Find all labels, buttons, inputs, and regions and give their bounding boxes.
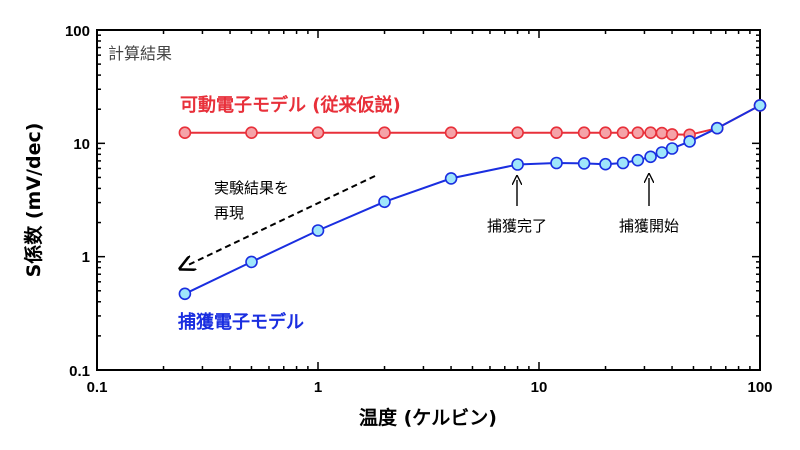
series-1-point	[616, 156, 630, 170]
series-1-point	[311, 224, 325, 237]
series-1-point	[655, 146, 669, 159]
series-1-point	[683, 135, 696, 148]
axis-ticks	[96, 29, 761, 371]
x-tick-label-0.1: 0.1	[87, 379, 108, 396]
trend-note-line1: 実験結果を	[214, 179, 289, 197]
x-tick-label-100: 100	[747, 379, 772, 396]
series-0-point	[311, 126, 325, 139]
series-0-point	[631, 126, 645, 139]
series-0-point	[577, 126, 591, 139]
series-1-point	[631, 153, 645, 167]
y-tick-label-0.1: 0.1	[69, 363, 90, 380]
series-0-point	[655, 126, 669, 140]
series-1-point	[710, 121, 724, 135]
y-tick-label-10: 10	[73, 136, 90, 153]
y-tick-label-1: 1	[82, 249, 90, 266]
y-tick-label-100: 100	[65, 23, 90, 40]
series-0-point	[644, 126, 657, 139]
trend-note-line2: 再現	[214, 204, 244, 222]
plot-frame	[96, 29, 761, 371]
series-0-point	[599, 126, 612, 139]
series-label-mobile-electron: 可動電子モデル (従来仮説)	[180, 94, 401, 116]
series-1-point	[245, 255, 258, 269]
series-0-point	[616, 126, 630, 139]
series-1-point	[577, 157, 591, 170]
series-1-point	[378, 195, 391, 209]
series-1-point	[178, 287, 192, 301]
series-0-point	[178, 126, 192, 139]
series-1-point	[644, 150, 657, 164]
series-0-point	[378, 126, 391, 139]
series-label-trapped-electron: 捕獲電子モデル	[178, 311, 304, 333]
x-axis-title: 温度 (ケルビン)	[359, 406, 497, 429]
series-1-point	[550, 156, 563, 170]
series-1-point	[665, 142, 679, 155]
calc-result-label: 計算結果	[108, 44, 172, 63]
series-0-point	[511, 126, 524, 139]
series-0-point	[665, 128, 679, 141]
series-1-point	[753, 99, 767, 112]
series-0-point	[550, 126, 563, 139]
series-1-point	[511, 158, 524, 171]
series-1-point	[599, 157, 612, 171]
x-tick-label-1: 1	[314, 379, 322, 396]
series-0-point	[444, 126, 458, 139]
series-1-point	[444, 172, 458, 185]
capture-complete-label: 捕獲完了	[487, 217, 547, 235]
series-points	[178, 99, 767, 301]
series-0-point	[245, 126, 258, 139]
x-tick-label-10: 10	[531, 379, 548, 396]
capture-start-label: 捕獲開始	[619, 217, 679, 235]
y-axis-title: S係数 (mV/dec)	[22, 123, 45, 278]
trend-dashed-arrow	[186, 175, 376, 266]
